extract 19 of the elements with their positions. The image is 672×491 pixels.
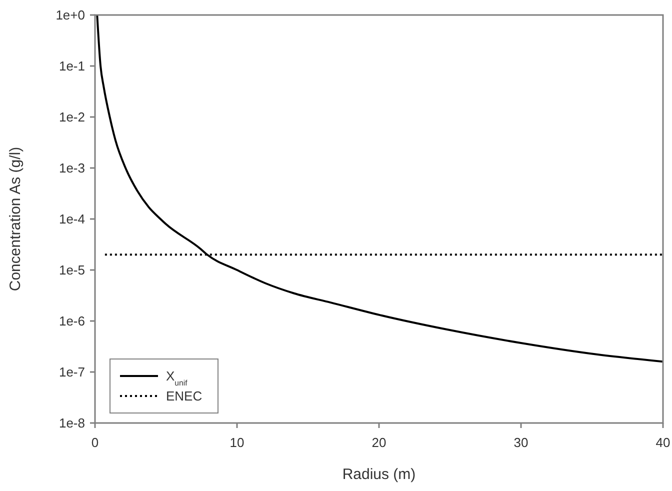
x-tick-label: 10 <box>230 435 244 450</box>
x-tick-label: 30 <box>514 435 528 450</box>
legend-label: X$_{unif}$ <box>166 368 188 388</box>
y-tick-label: 1e-1 <box>58 58 85 74</box>
x-tick-label: 20 <box>372 435 386 450</box>
x-axis-title: Radius (m) <box>342 466 416 483</box>
y-tick-label: 1e-4 <box>58 212 85 227</box>
x-tick-label: 0 <box>91 435 99 450</box>
legend-label: ENEC <box>166 388 202 404</box>
y-tick-label: 1e-2 <box>58 110 85 125</box>
line-series <box>96 14 663 363</box>
y-tick-label: 1e+0 <box>56 8 85 23</box>
y-axis-title: Concentration As (g/l) <box>7 146 24 292</box>
y-tick-label: 1e-7 <box>58 364 85 380</box>
y-tick-label: 1e-3 <box>58 160 85 176</box>
y-tick-label: 1e-6 <box>58 314 85 329</box>
y-tick-label: 1e-5 <box>58 262 85 278</box>
x-tick-label: 40 <box>656 435 670 450</box>
y-tick-label: 1e-8 <box>58 416 85 431</box>
